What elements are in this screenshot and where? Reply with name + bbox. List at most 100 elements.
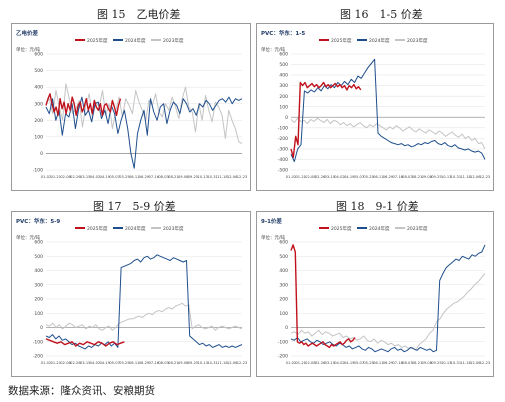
y-tick-label-0: -500 <box>278 168 288 174</box>
x-tick-label-1: 01-21 <box>51 361 61 365</box>
x-tick-label-16: 10-13 <box>441 175 451 179</box>
y-tick-label-5: 300 <box>279 282 288 288</box>
x-tick-label-10: 06-29 <box>383 175 394 179</box>
x-tick-label-6: 04-19 <box>344 361 355 365</box>
x-tick-label-2: 02-08 <box>305 361 316 365</box>
x-tick-label-10: 06-29 <box>139 361 150 365</box>
legend-label-2: 2023年度 <box>407 225 428 232</box>
series-line-0 <box>290 244 356 349</box>
chart-svg-3: PVC：华东：5-9 单位：元/吨 2025年度 2024年度 2023年度 -200 -1… <box>16 217 247 365</box>
legend-label-0: 2025年度 <box>331 225 352 232</box>
x-tick-label-18: 11-18 <box>460 175 471 179</box>
x-tick-label-5: 04-02 <box>90 361 100 365</box>
y-tick-label-1: 0 <box>40 151 43 157</box>
x-tick-label-18: 11-18 <box>460 361 471 365</box>
x-tick-label-3: 02-26 <box>70 361 81 365</box>
legend-label-2: 2023年度 <box>407 37 428 44</box>
series-line-0 <box>45 93 122 117</box>
y-tick-label-0: -200 <box>278 354 288 360</box>
x-tick-label-12: 08-03 <box>158 361 168 365</box>
y-tick-label-4: 300 <box>34 101 43 107</box>
x-tick-label-19: 12-06 <box>470 361 481 365</box>
x-tick-label-4: 03-15 <box>80 361 90 365</box>
figure-caption-15: 图 15 乙电价差 <box>97 8 181 21</box>
x-tick-label-20: 12-23 <box>237 361 247 365</box>
y-tick-label-0: -100 <box>33 168 43 174</box>
figure-caption-17: 图 17 5-9 价差 <box>93 200 176 213</box>
x-tick-label-0: 01-02 <box>41 361 51 365</box>
y-tick-label-1: -100 <box>278 339 288 345</box>
x-tick-label-0: 01-02 <box>286 175 296 179</box>
x-tick-label-1: 01-21 <box>295 361 305 365</box>
legend-label-1: 2024年度 <box>369 37 390 44</box>
x-tick-label-14: 09-08 <box>422 175 433 179</box>
x-tick-label-8: 05-25 <box>363 175 373 179</box>
x-tick-label-12: 08-03 <box>402 175 412 179</box>
x-tick-label-17: 10-31 <box>207 175 217 179</box>
x-tick-label-9: 06-11 <box>373 175 383 179</box>
x-tick-label-11: 07-16 <box>149 175 160 179</box>
x-tick-label-4: 03-15 <box>325 361 335 365</box>
series-line-0 <box>45 338 125 347</box>
y-tick-label-1: -100 <box>33 339 43 345</box>
y-tick-label-5: 300 <box>34 282 43 288</box>
figure-caption-18: 图 18 9-1 价差 <box>336 200 419 213</box>
y-tick-label-6: 400 <box>34 268 43 274</box>
legend: 2025年度 2024年度 2023年度 <box>319 37 428 44</box>
y-tick-label-7: 200 <box>279 94 288 100</box>
legend-label-0: 2025年度 <box>87 37 108 44</box>
legend: 2025年度 2024年度 2023年度 <box>75 37 184 44</box>
y-tick-label-4: 200 <box>279 297 288 303</box>
chart-svg-2: PVC：华东：1-5 单位：元/吨 2025年度 2024年度 2023年度 -500 -4… <box>261 29 490 179</box>
chart-title: PVC：华东：5-9 <box>16 217 60 225</box>
x-tick-label-9: 06-11 <box>129 175 139 179</box>
x-tick-label-9: 06-11 <box>373 361 383 365</box>
x-tick-label-3: 02-26 <box>315 175 326 179</box>
x-tick-label-2: 02-08 <box>305 175 316 179</box>
x-tick-label-5: 04-02 <box>90 175 100 179</box>
chart-title: 9-1价差 <box>261 217 282 225</box>
y-tick-label-2: 0 <box>285 325 288 331</box>
x-tick-label-1: 01-21 <box>51 175 61 179</box>
y-tick-label-6: 500 <box>34 68 43 74</box>
x-tick-label-15: 09-25 <box>188 361 198 365</box>
x-tick-label-17: 10-31 <box>207 361 217 365</box>
legend-label-1: 2024年度 <box>125 37 146 44</box>
x-tick-label-13: 08-21 <box>168 361 178 365</box>
x-tick-label-3: 02-26 <box>70 175 81 179</box>
chart-title: 乙电价差 <box>16 29 39 37</box>
x-tick-label-4: 03-15 <box>80 175 90 179</box>
y-unit-label: 单位：元/吨 <box>261 46 286 53</box>
x-tick-label-15: 09-25 <box>431 361 441 365</box>
y-unit-label: 单位：元/吨 <box>16 234 41 241</box>
x-tick-label-15: 09-25 <box>188 175 198 179</box>
y-tick-label-1: -400 <box>278 157 288 163</box>
x-tick-label-16: 10-13 <box>441 361 451 365</box>
x-tick-label-8: 05-25 <box>119 361 129 365</box>
series-line-2 <box>45 83 243 144</box>
y-tick-label-4: 200 <box>34 297 43 303</box>
y-tick-label-10: 500 <box>279 62 288 68</box>
y-tick-label-7: 600 <box>34 52 43 58</box>
x-tick-label-2: 02-08 <box>60 175 71 179</box>
series-line-1 <box>45 96 243 169</box>
x-tick-label-6: 04-19 <box>100 361 111 365</box>
series-line-1 <box>45 254 243 350</box>
y-tick-label-4: -100 <box>278 125 288 131</box>
series-line-1 <box>290 244 486 353</box>
legend: 2025年度 2024年度 2023年度 <box>75 225 184 232</box>
x-tick-label-17: 10-31 <box>451 175 461 179</box>
legend-label-0: 2025年度 <box>87 225 108 232</box>
y-tick-label-8: 600 <box>279 240 288 246</box>
x-tick-label-19: 12-06 <box>470 175 481 179</box>
y-tick-label-0: -200 <box>33 354 43 360</box>
x-tick-label-12: 08-03 <box>158 175 168 179</box>
y-tick-label-9: 400 <box>279 73 288 79</box>
x-tick-label-19: 12-06 <box>227 175 238 179</box>
x-tick-label-20: 12-23 <box>480 361 490 365</box>
y-tick-label-3: -200 <box>278 136 288 142</box>
y-tick-label-2: 0 <box>40 325 43 331</box>
series-line-2 <box>290 117 486 150</box>
y-tick-label-7: 500 <box>34 254 43 260</box>
